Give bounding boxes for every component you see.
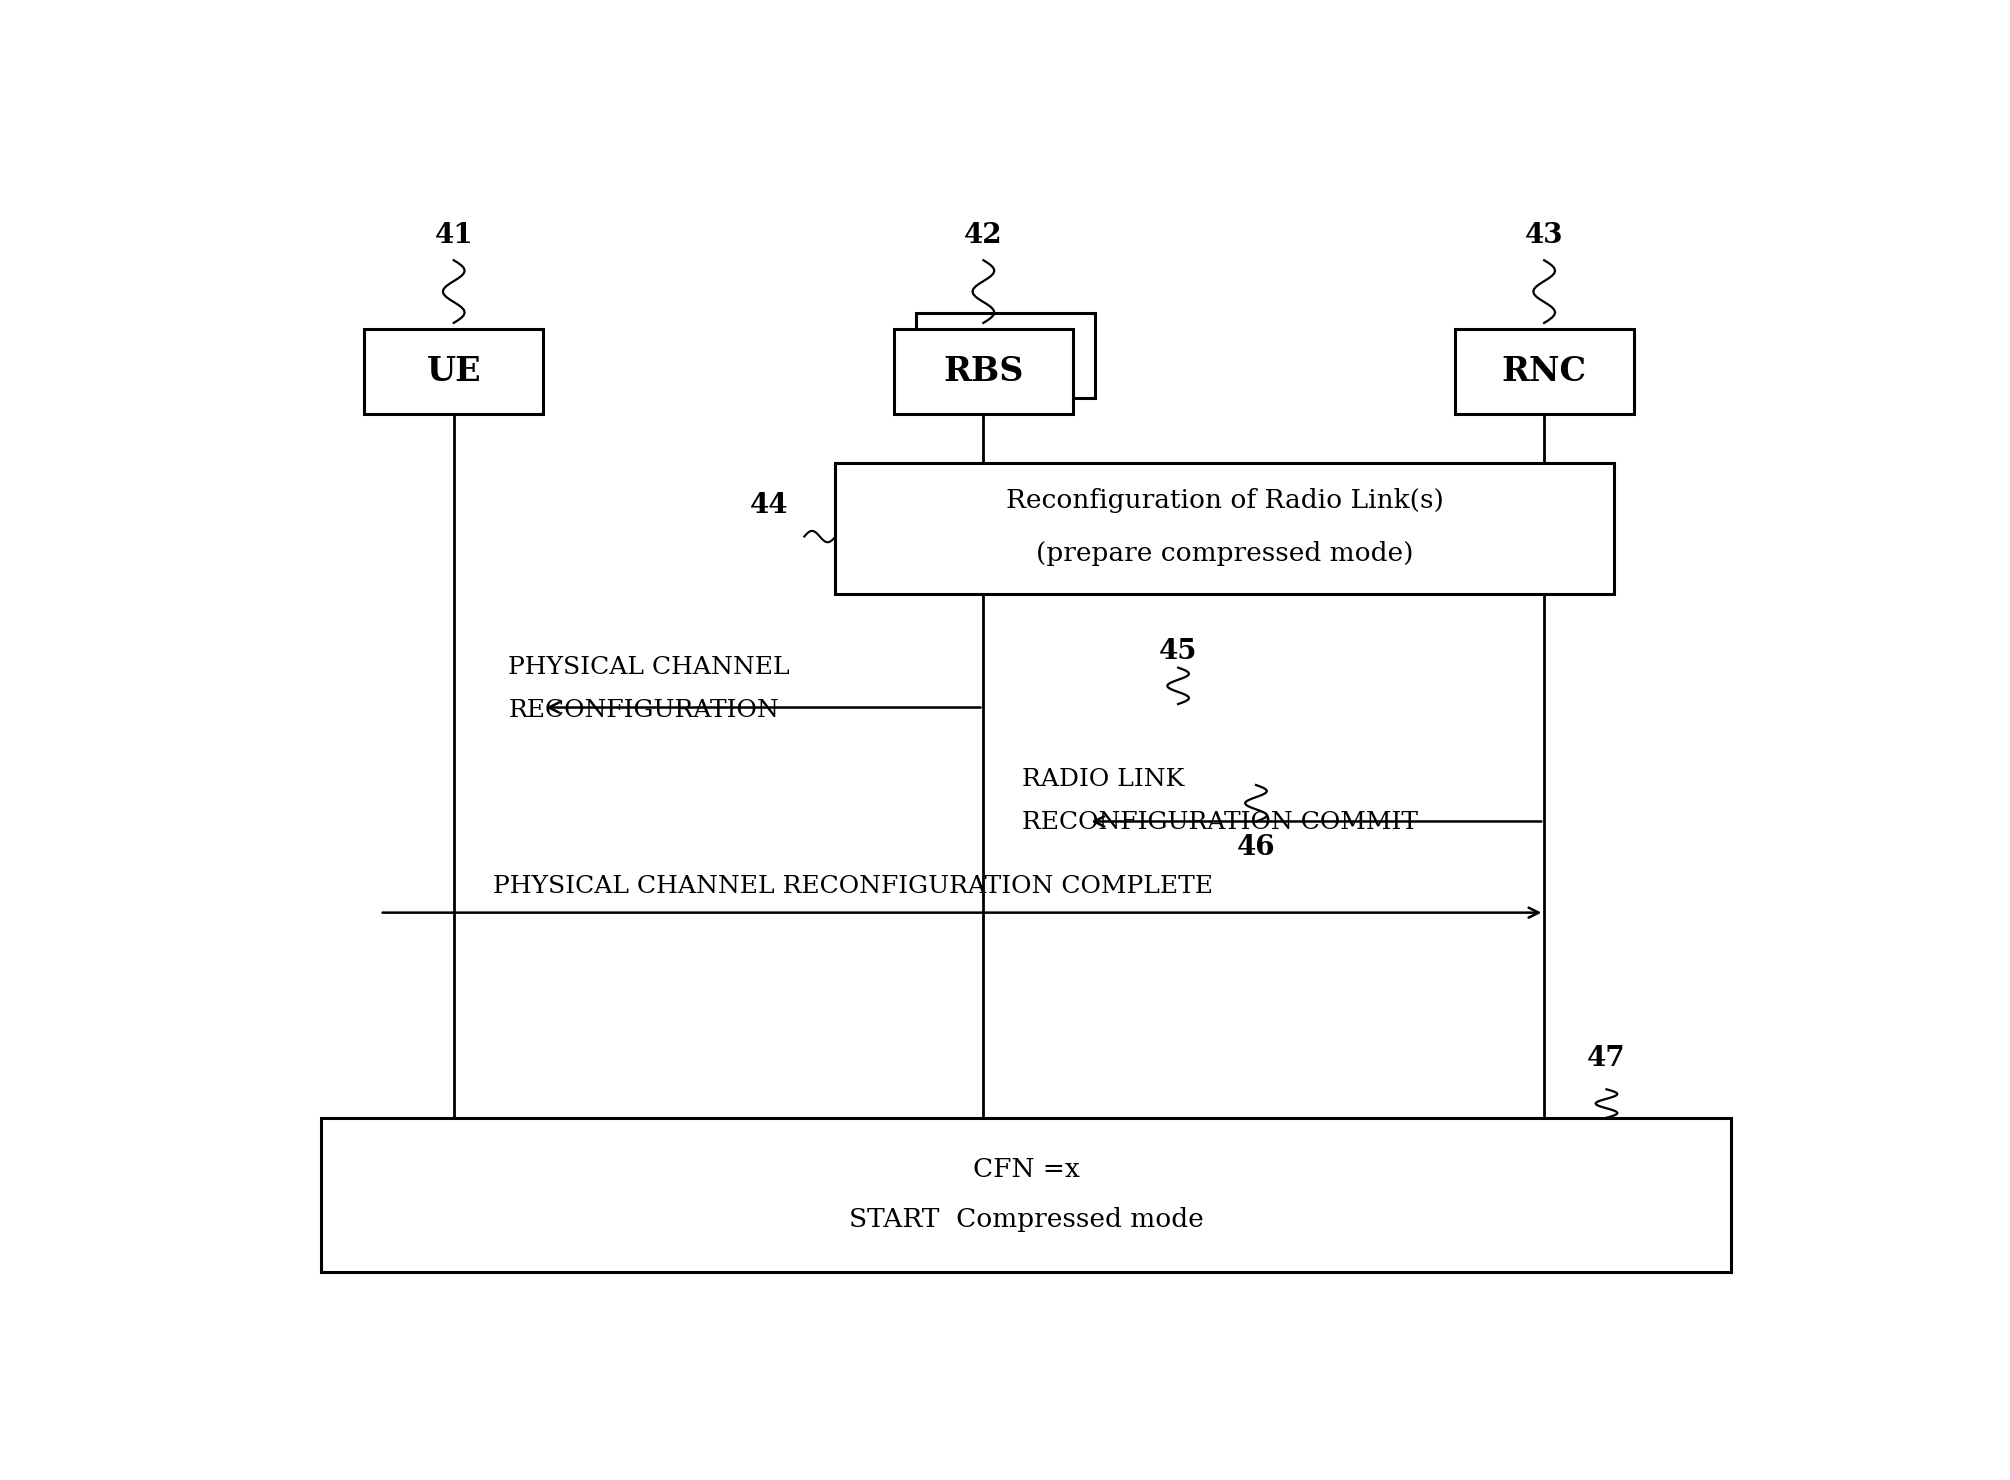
Bar <box>322 1117 1731 1271</box>
Text: 47: 47 <box>1588 1045 1626 1072</box>
Text: 43: 43 <box>1526 222 1564 249</box>
Text: Reconfiguration of Radio Link(s): Reconfiguration of Radio Link(s) <box>1005 488 1443 514</box>
Text: PHYSICAL CHANNEL: PHYSICAL CHANNEL <box>509 656 790 679</box>
Text: 41: 41 <box>434 222 472 249</box>
Text: 44: 44 <box>750 493 788 519</box>
Text: (prepare compressed mode): (prepare compressed mode) <box>1035 540 1413 565</box>
Text: RADIO LINK: RADIO LINK <box>1023 768 1184 790</box>
Text: 42: 42 <box>965 222 1003 249</box>
Bar <box>836 462 1614 593</box>
Text: UE: UE <box>426 355 480 388</box>
Bar <box>1455 329 1634 414</box>
Text: PHYSICAL CHANNEL RECONFIGURATION COMPLETE: PHYSICAL CHANNEL RECONFIGURATION COMPLET… <box>492 875 1212 898</box>
Text: CFN =x: CFN =x <box>973 1157 1079 1183</box>
Text: RECONFIGURATION: RECONFIGURATION <box>509 700 780 722</box>
Bar <box>917 312 1095 398</box>
Text: 46: 46 <box>1236 835 1274 861</box>
Text: RECONFIGURATION COMMIT: RECONFIGURATION COMMIT <box>1023 811 1419 835</box>
Bar <box>894 329 1073 414</box>
Bar <box>364 329 543 414</box>
Text: 45: 45 <box>1160 638 1198 666</box>
Text: START  Compressed mode: START Compressed mode <box>848 1208 1204 1233</box>
Text: RNC: RNC <box>1501 355 1586 388</box>
Text: RBS: RBS <box>943 355 1023 388</box>
